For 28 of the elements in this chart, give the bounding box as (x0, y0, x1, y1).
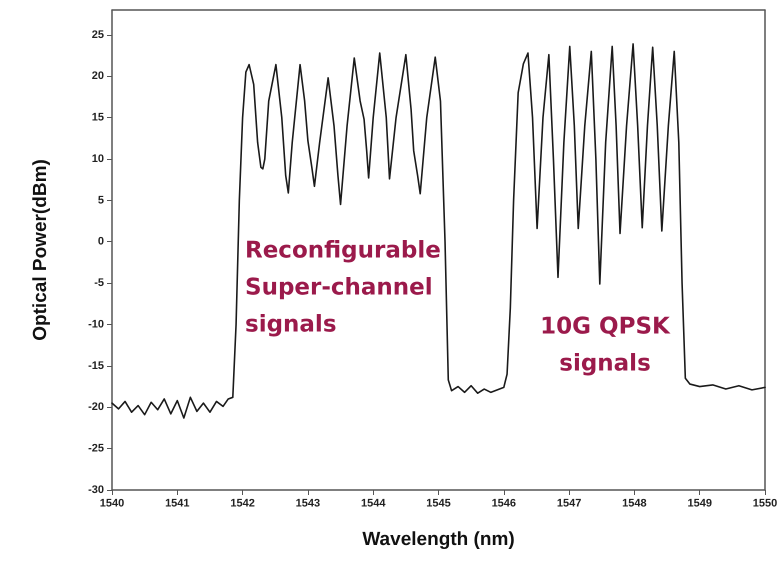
x-tick-label: 1548 (622, 498, 647, 510)
y-tick-label: -30 (88, 484, 104, 496)
x-tick-label: 1543 (296, 498, 320, 510)
y-axis-title: Optical Power(dBm) (30, 159, 51, 341)
y-tick-label: -5 (94, 277, 104, 290)
y-tick-label: 5 (98, 194, 104, 206)
x-tick-label: 1541 (165, 498, 190, 510)
y-tick-label: 20 (92, 70, 104, 82)
y-tick-label: 15 (92, 112, 104, 124)
annotation: 10G QPSK signals (540, 314, 672, 376)
x-tick-label: 1549 (687, 498, 712, 510)
line-series (111, 43, 766, 419)
x-tick-label: 1546 (492, 498, 516, 510)
y-tick-label: 10 (92, 152, 104, 165)
x-tick-label: 1542 (230, 498, 255, 510)
x-tick-label: 1545 (426, 498, 451, 510)
x-tick-label: 1550 (752, 498, 778, 510)
y-tick-label: -25 (88, 442, 104, 455)
x-tick-label: 1540 (100, 498, 124, 510)
y-tick-label: -15 (88, 360, 104, 372)
x-axis-title: Wavelength (nm) (362, 529, 515, 550)
x-tick-label: 1544 (360, 498, 386, 510)
x-tick-label: 1547 (556, 498, 582, 510)
y-tick-label: 25 (92, 28, 104, 41)
y-tick-label: -10 (88, 318, 104, 330)
y-tick-label: 0 (98, 236, 104, 248)
y-tick-label: -20 (88, 401, 104, 414)
annotation: Reconfigurable Super-channel signals (245, 238, 441, 338)
